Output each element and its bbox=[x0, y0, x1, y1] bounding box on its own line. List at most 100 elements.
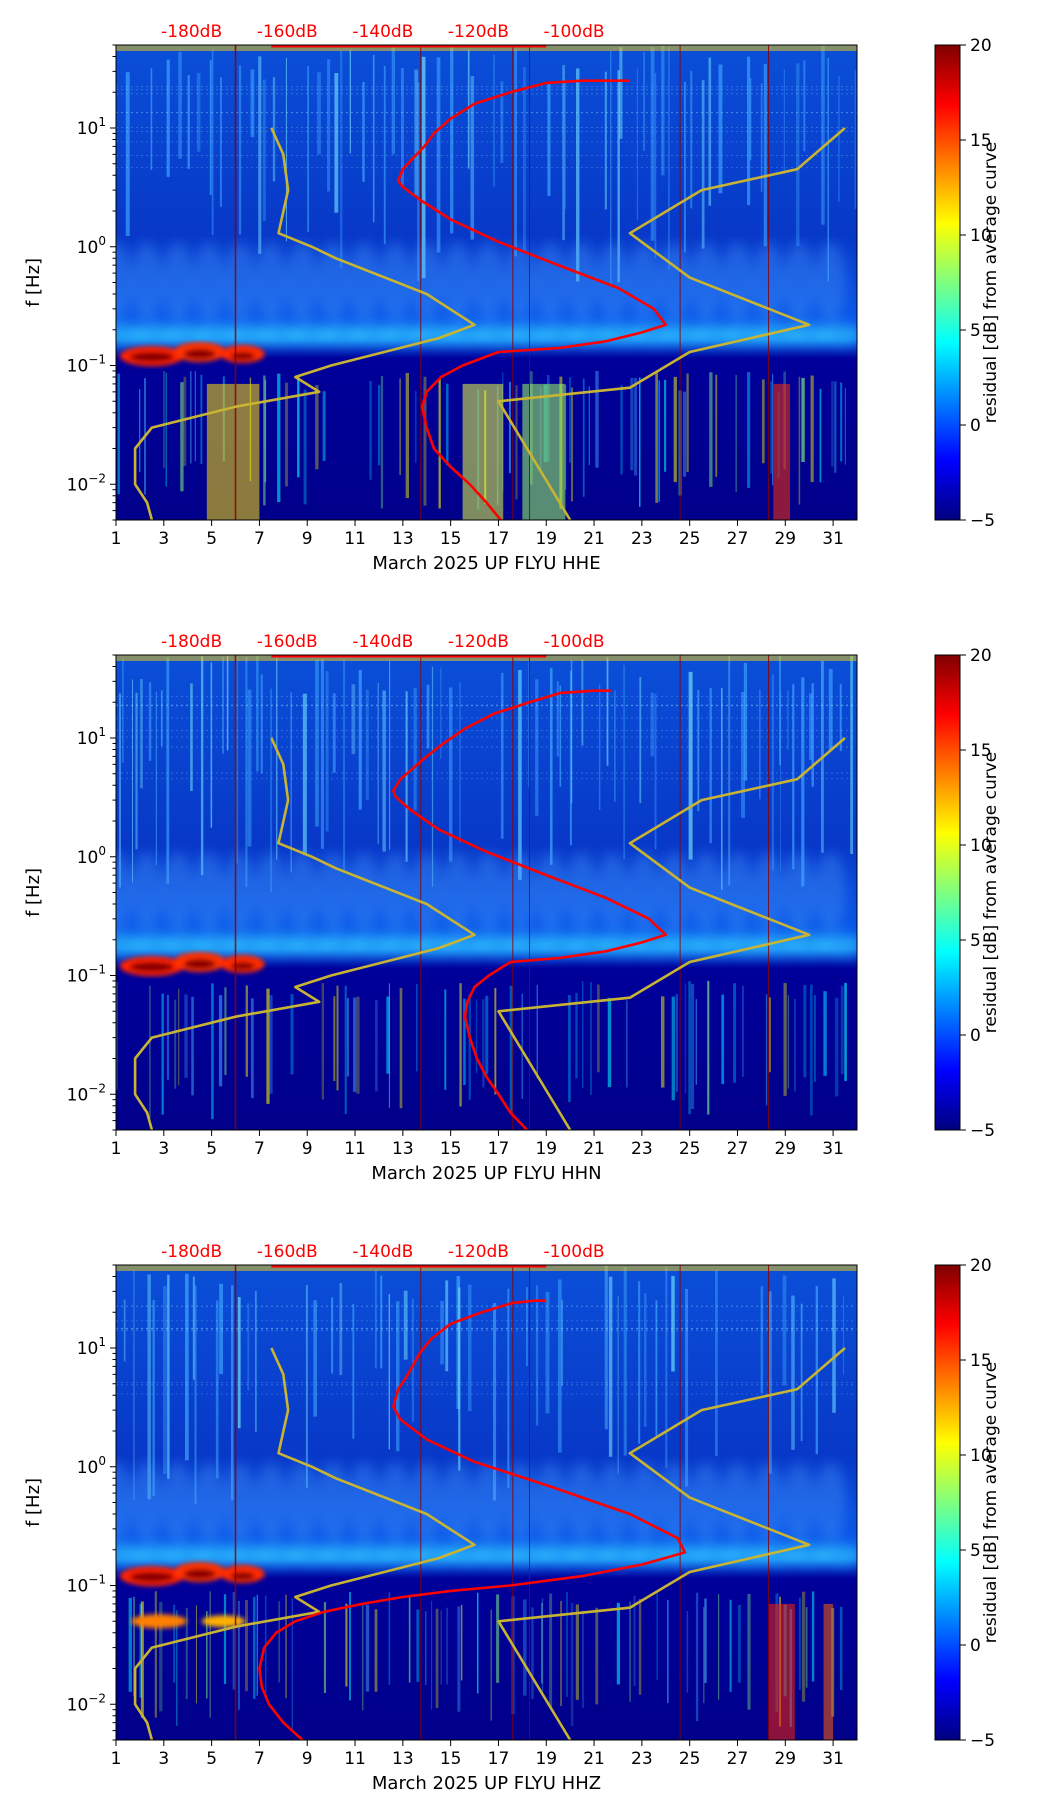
heatmap-streak bbox=[191, 996, 194, 1096]
heatmap-streak bbox=[814, 995, 816, 1082]
heatmap-streak bbox=[850, 655, 854, 854]
noise-model-high bbox=[497, 737, 846, 1130]
microseism-blob bbox=[165, 325, 210, 346]
heatmap-streak bbox=[431, 666, 434, 887]
heatmap-streak bbox=[446, 1607, 448, 1685]
heatmap-streak bbox=[729, 1599, 732, 1692]
heatmap-streak bbox=[192, 1276, 195, 1380]
microseism-blob bbox=[693, 325, 738, 346]
microseism-plume bbox=[472, 852, 505, 933]
x-tick-label: 11 bbox=[344, 1139, 366, 1159]
microseism-plume bbox=[116, 852, 132, 933]
heatmap-streak bbox=[667, 1600, 669, 1704]
x-tick-label: 29 bbox=[774, 529, 796, 549]
y-tick-label: 101 bbox=[77, 115, 106, 139]
heatmap-streak bbox=[521, 993, 523, 1099]
heatmap-streak bbox=[468, 1284, 472, 1412]
x-tick-label: 5 bbox=[206, 1749, 217, 1769]
microseism-plume bbox=[161, 242, 194, 323]
heatmap-streak bbox=[639, 676, 642, 804]
heatmap-streak bbox=[116, 981, 118, 1090]
heatmap-streak bbox=[375, 1000, 378, 1092]
heatmap-streak bbox=[675, 994, 678, 1092]
colorbar-label: residual [dB] from average curve bbox=[981, 752, 1001, 1033]
heatmap-streak bbox=[284, 382, 289, 487]
heatmap-streak bbox=[485, 995, 489, 1075]
x-tick-label: 17 bbox=[488, 1139, 510, 1159]
heatmap-streak bbox=[559, 685, 562, 787]
heatmap-streak bbox=[365, 1604, 370, 1692]
microseism-blob bbox=[196, 1545, 241, 1566]
heatmap-streak bbox=[224, 987, 227, 1075]
microseism-plume bbox=[689, 1462, 722, 1543]
microseism-plume bbox=[254, 852, 287, 933]
microseism-plume bbox=[689, 242, 722, 323]
microseism-plume bbox=[503, 1462, 536, 1543]
microseism-blob bbox=[383, 935, 428, 956]
heatmap-streak bbox=[673, 376, 677, 483]
heatmap-streak bbox=[206, 1611, 208, 1699]
heatmap-streak bbox=[160, 690, 163, 747]
heatmap-streak bbox=[668, 46, 670, 270]
colorbar-tick-label: 20 bbox=[970, 1256, 992, 1276]
heatmap-streak bbox=[290, 993, 294, 1075]
db-scale-label: -180dB bbox=[161, 22, 222, 42]
heatmap-streak bbox=[772, 373, 774, 486]
y-tick-label: 101 bbox=[77, 725, 106, 749]
heatmap-streak bbox=[582, 980, 584, 1088]
heatmap-streak bbox=[828, 668, 833, 751]
heatmap-streak bbox=[787, 689, 789, 750]
microseism-blob bbox=[476, 325, 521, 346]
x-axis: 1 3 5 7 9 11 13 15 17 19 21 23 25 27 29 31 bbox=[111, 520, 844, 549]
heatmap-column bbox=[768, 1603, 795, 1740]
heatmap-streak bbox=[380, 376, 384, 509]
heatmap-streak bbox=[178, 988, 180, 1086]
microseism-blob bbox=[693, 1545, 738, 1566]
heatmap-streak bbox=[743, 662, 748, 781]
microseism-plume bbox=[472, 1462, 505, 1543]
heatmap-streak bbox=[119, 693, 121, 888]
heatmap-streak bbox=[276, 656, 278, 860]
heatmap-streak bbox=[839, 1606, 843, 1691]
heatmap-streak bbox=[570, 1602, 574, 1727]
microseism-plume bbox=[627, 242, 660, 323]
heatmap-streak bbox=[440, 1301, 444, 1365]
microseism-plume bbox=[348, 1462, 381, 1543]
heatmap-streak bbox=[819, 388, 822, 483]
heatmap-streak bbox=[255, 1291, 257, 1433]
heatmap-streak bbox=[440, 667, 442, 759]
heatmap-streak bbox=[686, 373, 689, 472]
heatmap-streak bbox=[389, 660, 391, 850]
heatmap-streak bbox=[798, 376, 801, 505]
heatmap-streak bbox=[791, 1295, 795, 1450]
heatmap-streak bbox=[656, 1592, 658, 1681]
heatmap-streak bbox=[547, 82, 551, 196]
microseism-blob bbox=[818, 1545, 857, 1566]
heatmap-streak bbox=[634, 377, 638, 476]
microseism-blob bbox=[290, 325, 335, 346]
microseism-plume bbox=[410, 852, 443, 933]
hot-blob-core bbox=[129, 1571, 174, 1582]
microseism-plume bbox=[192, 852, 225, 933]
heatmap-streak bbox=[345, 1603, 348, 1687]
heatmap-streak bbox=[569, 670, 572, 846]
heatmap-streak bbox=[760, 1286, 764, 1393]
heatmap-area bbox=[116, 1265, 857, 1740]
heatmap-streak bbox=[840, 985, 844, 1075]
heatmap-streak bbox=[834, 997, 839, 1097]
heatmap-streak bbox=[185, 1607, 188, 1700]
heatmap-streak bbox=[245, 985, 248, 1077]
heatmap-streak bbox=[768, 997, 771, 1073]
heatmap-streak bbox=[463, 998, 466, 1085]
microseism-plume bbox=[565, 242, 598, 323]
x-tick-label: 21 bbox=[583, 1749, 605, 1769]
heatmap-streak bbox=[494, 987, 497, 1095]
noise-model-high bbox=[497, 127, 846, 520]
heatmap-streak bbox=[414, 69, 419, 196]
microseism-plume bbox=[503, 242, 536, 323]
colorbar: 20 15 10 5 0 −5 residual [dB] from average cur… bbox=[934, 1256, 1001, 1751]
y-tick-label: 10−2 bbox=[67, 1081, 106, 1105]
heatmap-streak bbox=[167, 1274, 170, 1479]
heatmap-streak bbox=[408, 1595, 411, 1683]
